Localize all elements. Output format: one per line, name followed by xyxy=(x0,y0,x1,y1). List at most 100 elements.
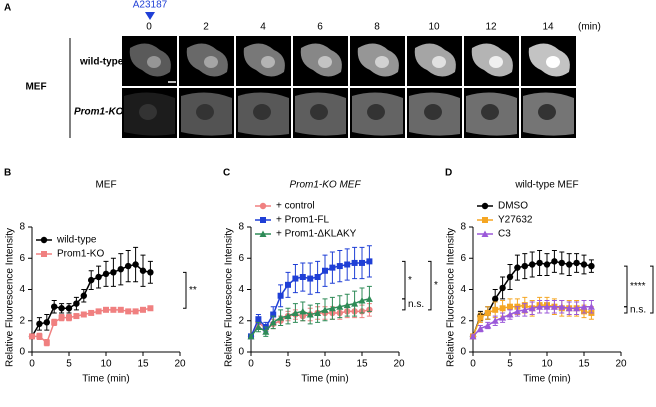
marker xyxy=(117,265,125,273)
y-tick-label: 4 xyxy=(19,284,25,295)
marker xyxy=(277,292,284,299)
marker xyxy=(492,295,499,303)
marker xyxy=(110,269,117,276)
marker xyxy=(507,303,513,310)
x-tick-label: 0 xyxy=(29,359,35,370)
marker xyxy=(351,259,358,266)
marker xyxy=(132,261,139,268)
nucleus xyxy=(147,56,161,68)
marker xyxy=(147,305,154,312)
marker xyxy=(329,264,336,271)
marker xyxy=(492,306,499,313)
nucleus xyxy=(253,104,271,120)
significance-label: n.s. xyxy=(630,304,646,315)
chart-title: wild-type MEF xyxy=(514,180,578,191)
y-tick-label: 8 xyxy=(460,222,466,233)
marker xyxy=(481,202,489,210)
x-tick-label: 15 xyxy=(578,359,590,370)
marker xyxy=(491,317,499,324)
marker xyxy=(558,303,566,310)
y-tick-label: 6 xyxy=(460,253,466,264)
marker xyxy=(43,339,50,346)
marker xyxy=(65,305,73,312)
x-axis-label: Time (min) xyxy=(523,374,570,385)
legend-label: Y27632 xyxy=(498,215,533,226)
marker xyxy=(291,309,299,316)
significance-bracket xyxy=(428,260,432,311)
time-label: 2 xyxy=(203,22,209,33)
marker xyxy=(328,304,336,312)
x-tick-label: 10 xyxy=(319,359,331,370)
marker xyxy=(41,251,47,257)
marker xyxy=(277,314,285,321)
marker xyxy=(469,332,477,340)
marker xyxy=(36,333,43,340)
legend-label: + Prom1-FL xyxy=(276,215,330,226)
marker xyxy=(247,332,255,340)
marker xyxy=(521,262,528,270)
marker xyxy=(359,259,365,266)
y-tick-label: 6 xyxy=(238,253,244,264)
nucleus xyxy=(424,104,442,120)
nucleus xyxy=(204,56,218,68)
y-tick-label: 2 xyxy=(238,315,244,326)
marker xyxy=(551,258,558,265)
significance-bracket xyxy=(650,265,654,314)
nucleus xyxy=(432,56,446,68)
marker xyxy=(299,307,307,315)
marker xyxy=(259,202,267,210)
nucleus xyxy=(261,56,275,68)
legend-label: + control xyxy=(276,201,315,212)
x-tick-label: 5 xyxy=(66,359,72,370)
x-tick-label: 0 xyxy=(470,359,476,370)
marker xyxy=(51,303,58,310)
panel-label: B xyxy=(4,168,11,179)
y-tick-label: 0 xyxy=(238,347,244,358)
time-label: 14 xyxy=(542,22,554,33)
marker xyxy=(80,311,87,318)
marker xyxy=(588,262,595,270)
marker xyxy=(536,303,544,310)
marker xyxy=(88,309,95,316)
y-tick-label: 2 xyxy=(19,315,25,326)
y-tick-label: 0 xyxy=(460,347,466,358)
marker xyxy=(558,259,565,267)
nucleus xyxy=(318,56,332,68)
marker xyxy=(270,311,277,318)
significance-bracket xyxy=(183,271,187,309)
marker xyxy=(499,284,506,292)
row-label: Prom1-KO xyxy=(74,107,124,118)
marker xyxy=(481,230,489,237)
marker xyxy=(513,307,521,315)
y-tick-label: 0 xyxy=(19,347,25,358)
marker xyxy=(351,300,359,307)
marker xyxy=(365,295,373,302)
marker xyxy=(573,259,580,267)
marker xyxy=(140,306,146,313)
legend-label: C3 xyxy=(498,229,511,240)
panel-label: D xyxy=(445,168,452,179)
nucleus xyxy=(481,104,499,120)
marker xyxy=(117,306,124,313)
y-axis-label: Relative Fluorescence Intensity xyxy=(5,228,16,367)
marker xyxy=(307,275,314,282)
nucleus xyxy=(538,104,556,120)
marker xyxy=(36,320,43,328)
marker xyxy=(73,300,80,307)
marker xyxy=(484,321,492,329)
marker xyxy=(566,261,573,268)
marker xyxy=(484,309,491,316)
marker xyxy=(95,308,102,315)
y-tick-label: 8 xyxy=(19,222,25,233)
marker xyxy=(58,305,65,312)
y-tick-label: 6 xyxy=(19,253,25,264)
marker xyxy=(260,217,266,223)
time-label: 4 xyxy=(260,22,266,33)
legend-label: Prom1-KO xyxy=(57,249,104,260)
marker xyxy=(58,314,65,321)
time-label: 8 xyxy=(374,22,380,33)
marker xyxy=(543,303,551,310)
marker xyxy=(565,304,573,312)
time-label: 0 xyxy=(146,22,152,33)
